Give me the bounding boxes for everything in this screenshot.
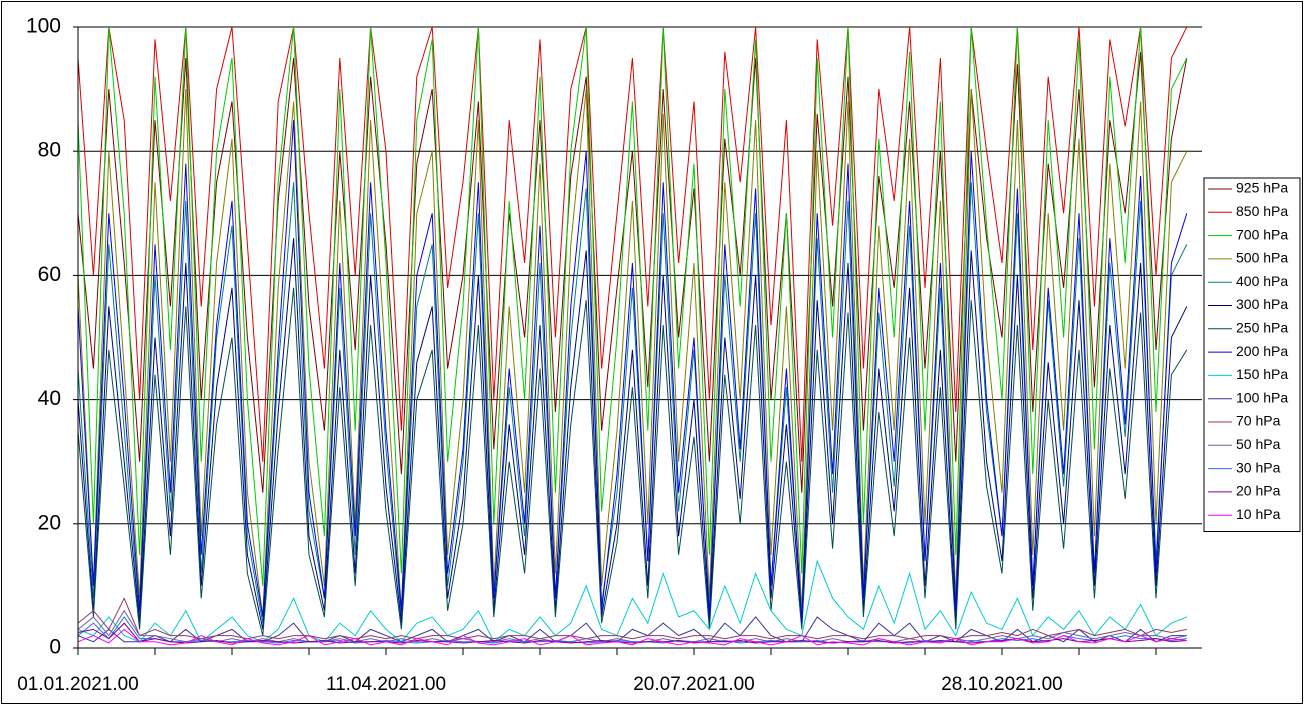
x-tick-label: 11.04.2021.00: [326, 674, 446, 695]
legend: 925 hPa 850 hPa 700 hPa 500 hPa 400 hPa 300 h…: [1203, 177, 1301, 532]
y-tick-label: 100: [26, 15, 61, 38]
legend-label: 50 hPa: [1236, 436, 1281, 452]
legend-label: 300 hPa: [1236, 296, 1288, 312]
legend-label: 400 hPa: [1236, 273, 1288, 289]
plot-lines: [77, 26, 1188, 646]
legend-label: 500 hPa: [1236, 250, 1288, 266]
legend-label: 20 hPa: [1236, 483, 1281, 499]
series-line: [77, 120, 1188, 624]
legend-label: 700 hPa: [1236, 226, 1288, 242]
x-tick-label: 20.07.2021.00: [633, 674, 755, 695]
legend-label: 925 hPa: [1236, 180, 1288, 196]
legend-label: 70 hPa: [1236, 413, 1281, 429]
series-line: [77, 238, 1188, 630]
legend-label: 10 hPa: [1236, 506, 1281, 522]
y-tick-label: 20: [38, 511, 61, 534]
legend-label: 200 hPa: [1236, 343, 1288, 359]
y-tick-label: 80: [38, 139, 61, 162]
legend-label: 30 hPa: [1236, 459, 1281, 475]
x-tick-label: 01.01.2021.00: [17, 674, 139, 695]
x-tick-label: 28.10.2021.00: [941, 674, 1063, 695]
series-line: [77, 26, 1188, 586]
legend-label: 850 hPa: [1236, 203, 1288, 219]
series-line: [77, 51, 1188, 493]
legend-label: 150 hPa: [1236, 366, 1288, 382]
axes: 0 20 40 60 80 100 01.01.2021.00 11.04.2021.00 20…: [17, 15, 1202, 695]
legend-box: [1203, 177, 1301, 532]
series-line: [77, 622, 1187, 644]
y-tick-label: 40: [38, 387, 61, 410]
series-line: [77, 26, 1188, 462]
series-line: [77, 597, 1187, 640]
series-line: [77, 616, 1187, 644]
legend-label: 250 hPa: [1236, 320, 1288, 336]
legend-label: 100 hPa: [1236, 389, 1288, 405]
series-line: [77, 628, 1187, 646]
y-tick-label: 60: [38, 263, 61, 286]
y-tick-label: 0: [49, 636, 61, 659]
